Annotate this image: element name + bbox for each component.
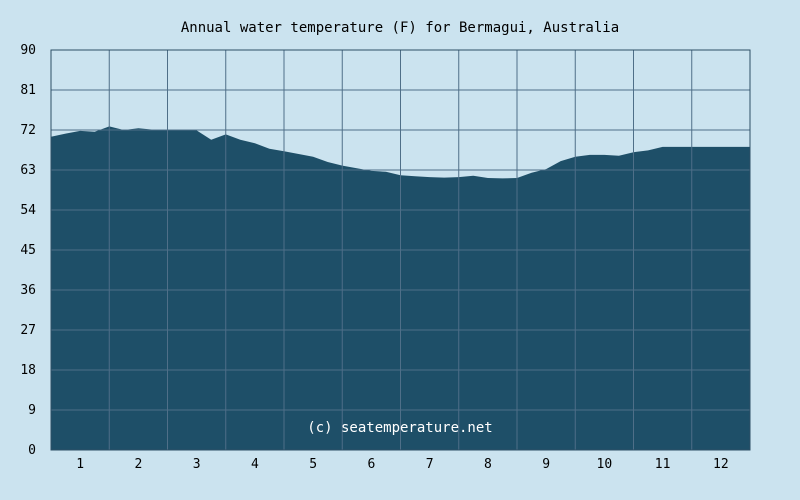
watermark-text: (c) seatemperature.net: [307, 420, 492, 436]
y-tick-label: 18: [20, 363, 36, 378]
y-tick-label: 81: [20, 83, 36, 98]
y-tick-label: 27: [20, 323, 36, 338]
x-tick-label: 4: [251, 457, 259, 472]
y-tick-label: 9: [28, 403, 36, 418]
x-tick-label: 5: [309, 457, 317, 472]
x-tick-label: 8: [484, 457, 492, 472]
y-tick-label: 36: [20, 283, 36, 298]
x-tick-label: 2: [134, 457, 142, 472]
x-tick-label: 1: [76, 457, 84, 472]
y-tick-label: 0: [28, 443, 36, 458]
x-tick-label: 7: [426, 457, 434, 472]
y-tick-label: 72: [20, 123, 36, 138]
x-tick-label: 9: [542, 457, 550, 472]
x-tick-label: 3: [193, 457, 201, 472]
plot-frame: [50, 49, 751, 451]
grid-layer: [50, 49, 751, 451]
y-tick-label: 45: [20, 243, 36, 258]
y-tick-label: 63: [20, 163, 36, 178]
x-tick-label: 11: [655, 457, 671, 472]
chart-title: Annual water temperature (F) for Bermagu…: [181, 20, 619, 36]
x-tick-label: 10: [597, 457, 613, 472]
x-tick-label: 6: [367, 457, 375, 472]
x-tick-label: 12: [713, 457, 729, 472]
y-tick-label: 90: [20, 43, 36, 58]
y-tick-label: 54: [20, 203, 36, 218]
